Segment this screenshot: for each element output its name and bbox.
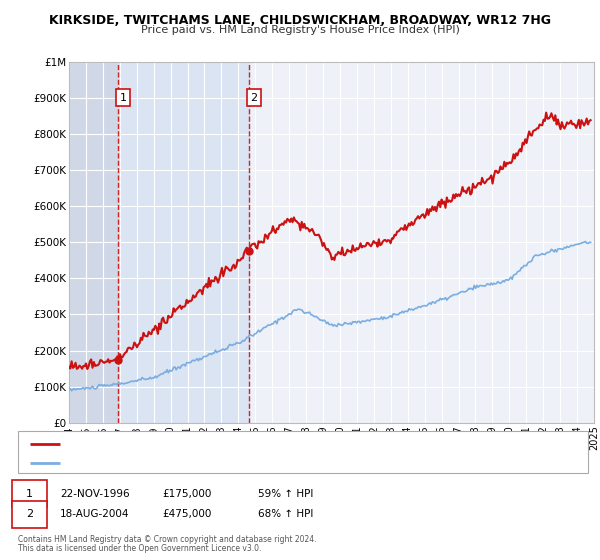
- Text: 59% ↑ HPI: 59% ↑ HPI: [258, 489, 313, 499]
- Bar: [69, 62, 118, 423]
- Text: £475,000: £475,000: [162, 509, 211, 519]
- Text: 2: 2: [26, 509, 33, 519]
- Text: HPI: Average price, detached house, Wychavon: HPI: Average price, detached house, Wych…: [66, 458, 266, 467]
- Text: 1: 1: [120, 93, 127, 102]
- Text: 1: 1: [26, 489, 33, 499]
- Text: Price paid vs. HM Land Registry's House Price Index (HPI): Price paid vs. HM Land Registry's House …: [140, 25, 460, 35]
- Text: 18-AUG-2004: 18-AUG-2004: [60, 509, 130, 519]
- Text: 2: 2: [251, 93, 257, 102]
- Text: This data is licensed under the Open Government Licence v3.0.: This data is licensed under the Open Gov…: [18, 544, 262, 553]
- Text: KIRKSIDE, TWITCHAMS LANE, CHILDSWICKHAM, BROADWAY, WR12 7HG: KIRKSIDE, TWITCHAMS LANE, CHILDSWICKHAM,…: [49, 14, 551, 27]
- Bar: [118, 62, 249, 423]
- Text: KIRKSIDE, TWITCHAMS LANE, CHILDSWICKHAM, BROADWAY, WR12 7HG (detached house: KIRKSIDE, TWITCHAMS LANE, CHILDSWICKHAM,…: [66, 439, 442, 449]
- Text: £175,000: £175,000: [162, 489, 211, 499]
- Text: 22-NOV-1996: 22-NOV-1996: [60, 489, 130, 499]
- Text: Contains HM Land Registry data © Crown copyright and database right 2024.: Contains HM Land Registry data © Crown c…: [18, 535, 317, 544]
- Text: 68% ↑ HPI: 68% ↑ HPI: [258, 509, 313, 519]
